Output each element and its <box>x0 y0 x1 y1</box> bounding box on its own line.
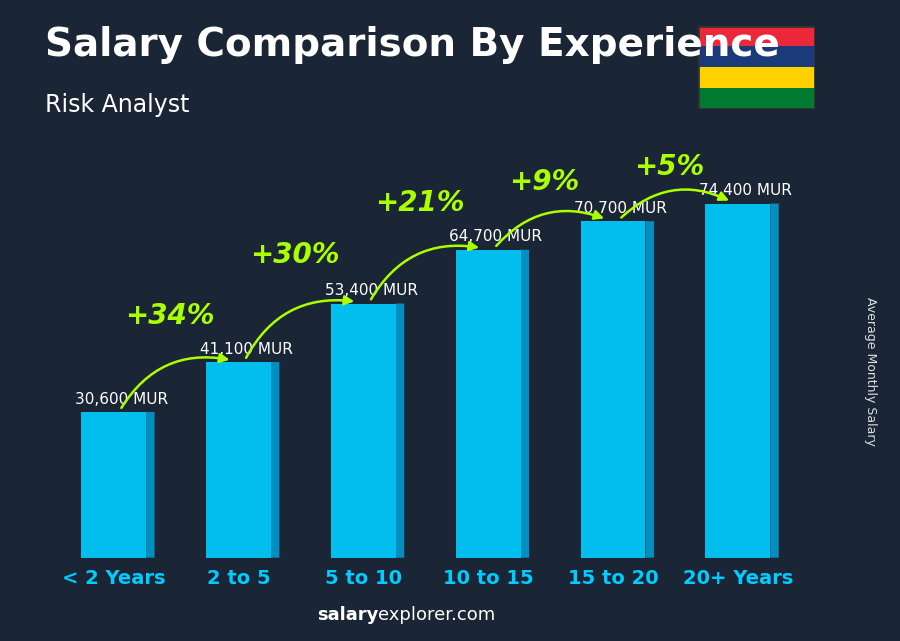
Text: 64,700 MUR: 64,700 MUR <box>449 229 543 244</box>
Bar <box>698 67 814 88</box>
Bar <box>698 26 814 46</box>
Polygon shape <box>146 412 155 558</box>
Text: +5%: +5% <box>634 153 705 181</box>
Polygon shape <box>520 250 529 558</box>
Text: 53,400 MUR: 53,400 MUR <box>325 283 418 298</box>
Polygon shape <box>770 204 778 558</box>
Text: Salary Comparison By Experience: Salary Comparison By Experience <box>45 26 779 63</box>
Text: salary: salary <box>317 606 378 624</box>
FancyBboxPatch shape <box>81 412 146 558</box>
Text: Average Monthly Salary: Average Monthly Salary <box>865 297 878 446</box>
Text: Risk Analyst: Risk Analyst <box>45 93 190 117</box>
Text: 41,100 MUR: 41,100 MUR <box>200 342 292 357</box>
Text: explorer.com: explorer.com <box>378 606 495 624</box>
FancyBboxPatch shape <box>580 221 645 558</box>
Polygon shape <box>271 362 279 558</box>
Polygon shape <box>396 304 404 558</box>
Text: +34%: +34% <box>125 302 214 330</box>
Text: +21%: +21% <box>374 188 464 217</box>
Bar <box>698 88 814 109</box>
Text: 30,600 MUR: 30,600 MUR <box>75 392 168 407</box>
Text: 74,400 MUR: 74,400 MUR <box>699 183 792 198</box>
Text: 70,700 MUR: 70,700 MUR <box>574 201 667 216</box>
Text: +30%: +30% <box>250 241 339 269</box>
FancyBboxPatch shape <box>455 250 520 558</box>
FancyBboxPatch shape <box>206 362 271 558</box>
FancyBboxPatch shape <box>331 304 396 558</box>
Polygon shape <box>645 221 654 558</box>
Text: +9%: +9% <box>509 168 580 196</box>
Bar <box>698 47 814 67</box>
FancyBboxPatch shape <box>706 204 770 558</box>
